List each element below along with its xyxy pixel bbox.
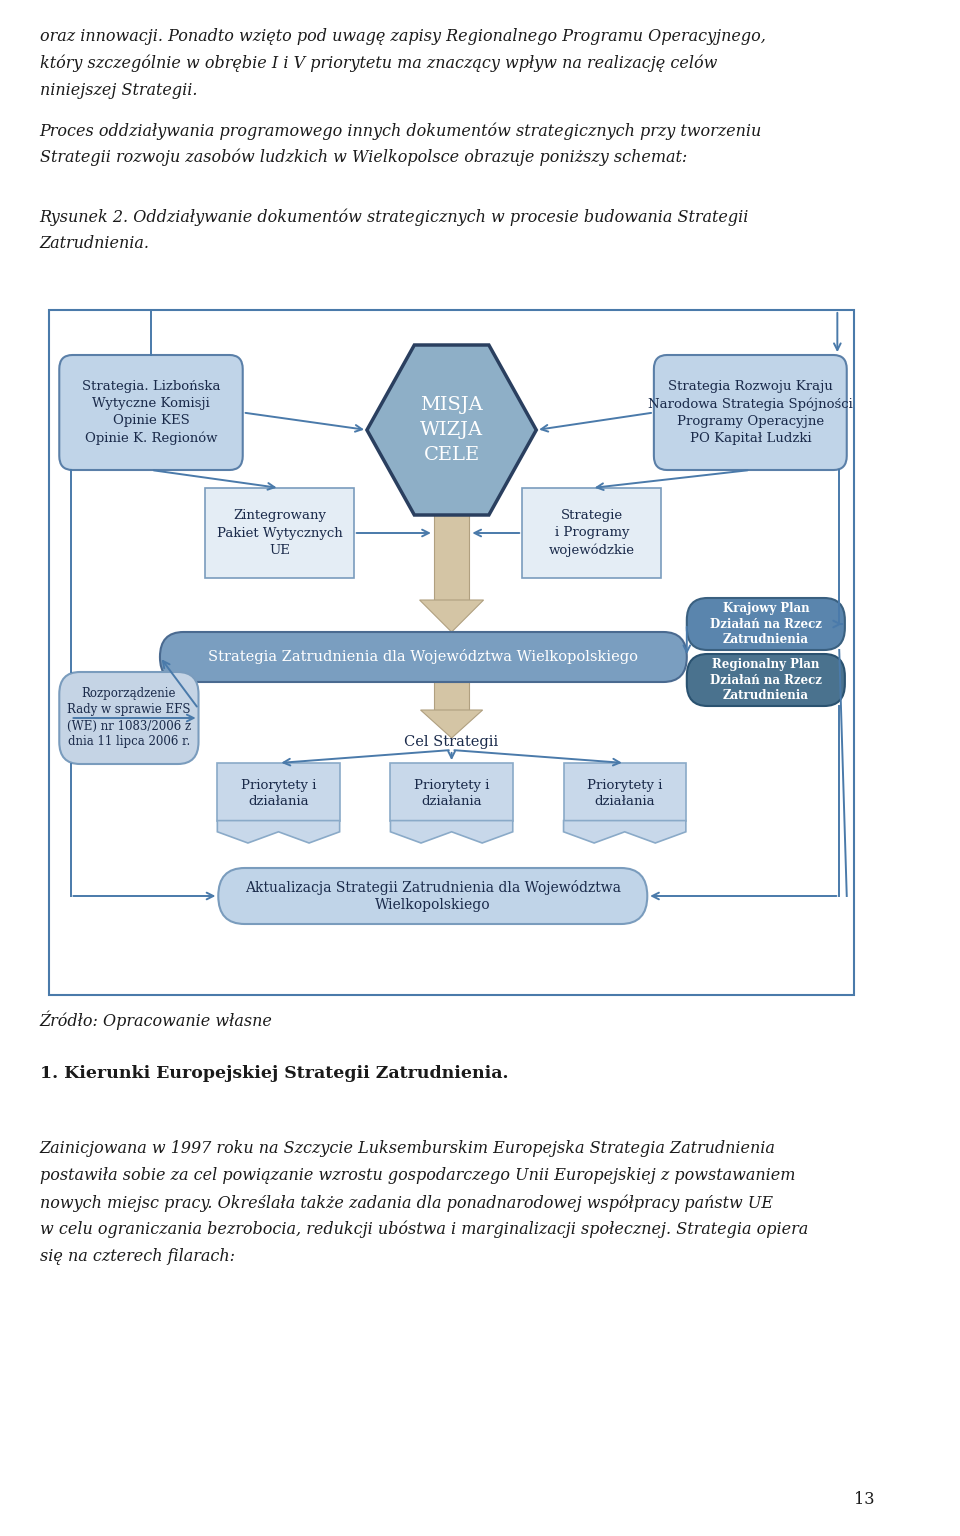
FancyBboxPatch shape [686,598,845,650]
Polygon shape [420,710,483,737]
Text: który szczególnie w obrębie I i V priorytetu ma znaczący wpływ na realizację cel: który szczególnie w obrębie I i V priory… [39,55,717,72]
Text: postawiła sobie za cel powiązanie wzrostu gospodarczego Unii Europejskiej z pows: postawiła sobie za cel powiązanie wzrost… [39,1167,795,1184]
Polygon shape [217,820,340,843]
Polygon shape [564,820,685,843]
Text: nowych miejsc pracy. Określała także zadania dla ponadnarodowej współpracy państ: nowych miejsc pracy. Określała także zad… [39,1193,773,1212]
Text: Priorytety i
działania: Priorytety i działania [587,779,662,808]
Text: Zintegrowany
Pakiet Wytycznych
UE: Zintegrowany Pakiet Wytycznych UE [217,510,343,556]
Text: niniejszej Strategii.: niniejszej Strategii. [39,81,197,98]
Bar [522,488,661,578]
Text: oraz innowacji. Ponadto wzięto pod uwagę zapisy Regionalnego Programu Operacyjne: oraz innowacji. Ponadto wzięto pod uwagę… [39,28,765,45]
Polygon shape [420,601,484,631]
Bar [205,488,353,578]
Text: Priorytety i
działania: Priorytety i działania [414,779,490,808]
Text: się na czterech filarach:: się na czterech filarach: [39,1247,234,1266]
Text: w celu ograniczania bezrobocia, redukcji ubóstwa i marginalizacji społecznej. St: w celu ograniczania bezrobocia, redukcji… [39,1221,807,1238]
Bar [391,763,513,820]
FancyBboxPatch shape [60,673,199,763]
Bar [434,682,469,710]
FancyBboxPatch shape [686,654,845,707]
Text: Zainicjowana w 1997 roku na Szczycie Luksemburskim Europejska Strategia Zatrudni: Zainicjowana w 1997 roku na Szczycie Luk… [39,1140,776,1157]
Text: Proces oddziaływania programowego innych dokumentów strategicznych przy tworzeni: Proces oddziaływania programowego innych… [39,121,762,140]
Text: Krajowy Plan
Działań na Rzecz
Zatrudnienia: Krajowy Plan Działań na Rzecz Zatrudnien… [709,602,822,647]
Text: Priorytety i
działania: Priorytety i działania [241,779,316,808]
Text: 1. Kierunki Europejskiej Strategii Zatrudnienia.: 1. Kierunki Europejskiej Strategii Zatru… [39,1064,508,1081]
FancyBboxPatch shape [160,631,686,682]
Text: MISJA
WIZJA
CELE: MISJA WIZJA CELE [420,396,483,464]
Text: 13: 13 [854,1491,875,1508]
FancyBboxPatch shape [218,868,647,925]
Text: Strategia Zatrudnienia dla Województwa Wielkopolskiego: Strategia Zatrudnienia dla Województwa W… [208,650,638,665]
Text: Aktualizacja Strategii Zatrudnienia dla Województwa
Wielkopolskiego: Aktualizacja Strategii Zatrudnienia dla … [245,880,621,912]
Bar [217,763,340,820]
Text: Strategia. Lizbońska
Wytyczne Komisji
Opinie KES
Opinie K. Regionów: Strategia. Lizbońska Wytyczne Komisji Op… [82,379,220,445]
Polygon shape [391,820,513,843]
Text: Zatrudnienia.: Zatrudnienia. [39,235,150,252]
Text: Strategia Rozwoju Kraju
Narodowa Strategia Spójności
Programy Operacyjne
PO Kapi: Strategia Rozwoju Kraju Narodowa Strateg… [648,379,852,445]
Bar [434,515,469,601]
Bar [564,763,685,820]
Text: Źródło: Opracowanie własne: Źródło: Opracowanie własne [39,1011,273,1029]
Text: Regionalny Plan
Działań na Rzecz
Zatrudnienia: Regionalny Plan Działań na Rzecz Zatrudn… [709,657,822,702]
Text: Rysunek 2. Oddziaływanie dokumentów strategicznych w procesie budowania Strategi: Rysunek 2. Oddziaływanie dokumentów stra… [39,207,749,226]
Text: Rozporządzenie
Rady w sprawie EFS
(WE) nr 1083/2006 z
dnia 11 lipca 2006 r.: Rozporządzenie Rady w sprawie EFS (WE) n… [67,688,191,748]
Polygon shape [367,346,537,515]
Text: Cel Strategii: Cel Strategii [404,736,499,750]
Text: Strategie
i Programy
wojewódzkie: Strategie i Programy wojewódzkie [549,508,635,558]
Bar [49,310,854,995]
FancyBboxPatch shape [60,355,243,470]
Text: Strategii rozwoju zasobów ludzkich w Wielkopolsce obrazuje poniższy schemat:: Strategii rozwoju zasobów ludzkich w Wie… [39,149,686,166]
FancyBboxPatch shape [654,355,847,470]
